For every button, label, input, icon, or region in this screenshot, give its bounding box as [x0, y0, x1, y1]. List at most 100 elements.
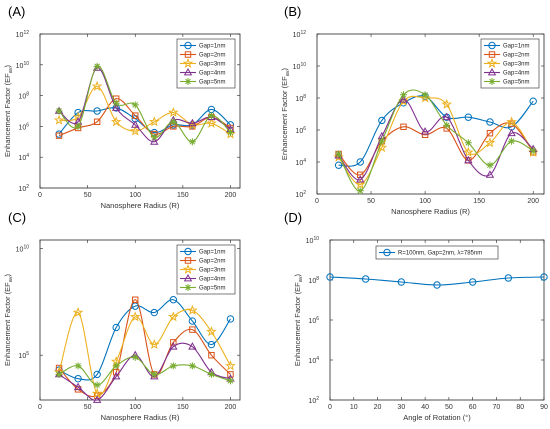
legend-label: R=100nm, Gap=2nm, λ=785nm: [398, 251, 482, 257]
legend-label: Gap=1nm: [503, 44, 530, 50]
panel-d: (D) 0 10 20 30 40 50 60 70 80 90 102 104 106 108 1010 An…: [284, 210, 548, 422]
legend: Gap=1nm Gap=2nm Gap=3nm Gap=4nm Gap=5nm: [176, 244, 236, 295]
y-axis-title: Enhancement Factor (EFav): [3, 64, 14, 157]
y-tick-label: 1010: [293, 62, 307, 71]
data-point: [53, 114, 65, 125]
series-line: [58, 356, 231, 386]
legend: Gap=1nm Gap=2nm Gap=3nm Gap=4nm Gap=5nm: [176, 38, 236, 89]
x-tick-label: 200: [225, 192, 237, 199]
x-tick-label: 200: [225, 404, 237, 411]
legend: R=100nm, Gap=2nm, λ=785nm: [375, 245, 499, 260]
data-point: [112, 99, 120, 107]
legend-box: [375, 245, 499, 260]
data-point: [207, 112, 215, 120]
y-tick-label: 106: [295, 126, 306, 135]
legend-label: Gap=3nm: [199, 268, 226, 274]
series-3: [53, 304, 236, 399]
data-point: [131, 101, 139, 109]
y-tick-label: 108: [295, 94, 306, 103]
legend-label: Gap=5nm: [199, 80, 226, 86]
x-tick-label: 20: [374, 404, 382, 411]
legend-entry: Gap=2nm: [180, 257, 226, 265]
data-point: [169, 342, 178, 350]
legend-label: Gap=1nm: [199, 250, 226, 256]
legend-label: Gap=3nm: [503, 62, 530, 68]
data-point: [131, 353, 139, 361]
legend-entry: Gap=2nm: [180, 51, 226, 59]
legend-label: Gap=3nm: [199, 62, 226, 68]
series-line: [58, 98, 231, 137]
data-point: [150, 308, 158, 317]
data-point: [354, 178, 366, 189]
data-point: [74, 362, 82, 370]
legend-entry: Gap=2nm: [484, 51, 530, 59]
data-point: [419, 92, 431, 103]
data-point: [91, 80, 103, 91]
data-point: [91, 388, 103, 399]
panel-label: (D): [284, 210, 302, 225]
legend-marker: [487, 67, 497, 76]
legend-entry: Gap=5nm: [180, 283, 226, 292]
legend-label: Gap=4nm: [199, 277, 226, 283]
data-point: [357, 171, 364, 179]
legend-marker: [184, 41, 192, 50]
x-tick-label: 90: [540, 404, 548, 411]
data-point: [463, 146, 474, 157]
legend-marker: [383, 248, 391, 257]
data-point: [333, 151, 344, 162]
data-point: [486, 129, 494, 137]
x-tick-label: 100: [129, 192, 141, 199]
x-tick-label: 100: [129, 404, 141, 411]
data-point: [111, 372, 121, 380]
data-point: [150, 137, 159, 145]
data-point: [93, 381, 101, 389]
data-point: [169, 296, 178, 304]
data-point: [486, 161, 494, 169]
legend-marker: [183, 67, 193, 76]
data-point: [227, 371, 234, 378]
plot-frame: [329, 239, 545, 401]
data-point: [92, 395, 102, 403]
series-3: [53, 80, 236, 139]
data-point: [93, 118, 101, 125]
data-point: [400, 123, 407, 131]
x-tick-label: 10: [350, 404, 358, 411]
legend-label: Gap=2nm: [503, 53, 530, 59]
data-point: [226, 315, 235, 323]
legend-entry: Gap=4nm: [484, 67, 530, 77]
data-point: [129, 311, 141, 322]
legend-marker: [182, 57, 194, 69]
legend-entry: Gap=5nm: [180, 77, 226, 86]
data-point: [55, 370, 63, 378]
legend-entry: Gap=4nm: [180, 273, 226, 283]
panel-b: (B) 0 50 100 150 200 102 104 106 108 1010 1012 Nanos…: [280, 4, 545, 216]
data-point: [529, 147, 537, 155]
data-point: [468, 278, 477, 286]
data-point: [540, 273, 548, 281]
series-line: [58, 65, 231, 143]
data-point: [55, 107, 63, 115]
legend-entry: Gap=1nm: [180, 41, 226, 50]
data-point: [188, 138, 196, 146]
data-point: [207, 340, 216, 349]
y-tick-label: 104: [308, 356, 319, 365]
series-line: [58, 85, 231, 135]
data-point: [148, 338, 160, 350]
x-tick-label: 60: [469, 404, 477, 411]
data-point: [378, 116, 386, 125]
data-point: [129, 125, 141, 136]
data-point: [207, 370, 215, 378]
data-point: [93, 370, 101, 379]
data-point: [334, 161, 343, 169]
legend-entry: Gap=5nm: [484, 77, 530, 86]
data-point: [189, 326, 196, 333]
series-line: [58, 309, 231, 396]
data-point: [150, 370, 158, 378]
series-1: [326, 273, 548, 289]
data-point: [356, 187, 364, 195]
y-tick-label: 102: [18, 184, 29, 193]
series-line: [338, 89, 534, 192]
x-tick-label: 80: [516, 404, 524, 411]
data-point: [326, 273, 334, 281]
legend-marker: [488, 51, 496, 58]
